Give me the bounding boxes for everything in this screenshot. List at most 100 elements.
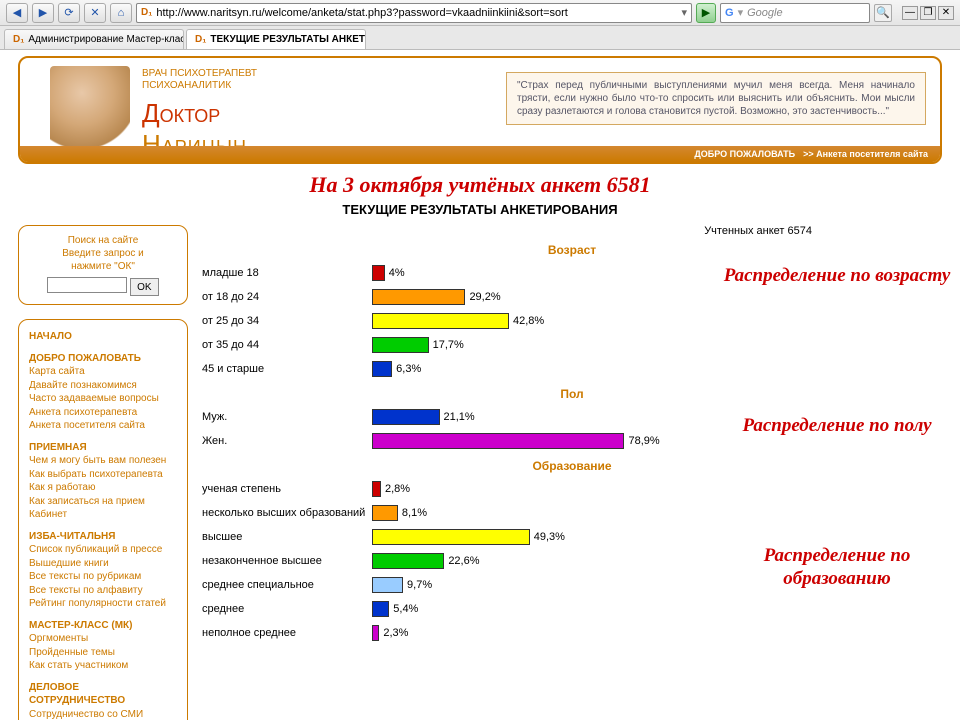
chart-bar <box>372 313 509 329</box>
nav-link[interactable]: Оргмоменты <box>29 632 177 646</box>
chart-bar <box>372 433 624 449</box>
browser-toolbar: ◀ ▶ ⟳ ✕ ⌂ D₁ http://www.naritsyn.ru/welc… <box>0 0 960 26</box>
chart-row: от 35 до 4417,7% <box>202 333 942 357</box>
back-button[interactable]: ◀ <box>6 3 28 23</box>
reload-button[interactable]: ⟳ <box>58 3 80 23</box>
chart-bar <box>372 529 530 545</box>
chart-bar <box>372 361 392 377</box>
counted-label: Учтенных анкет 6574 <box>704 225 812 237</box>
minimize-button[interactable]: — <box>902 6 918 20</box>
title-word1-rest: ОКТОР <box>160 106 221 126</box>
site-search-input[interactable] <box>47 277 127 293</box>
chart-row-label: среднее специальное <box>202 579 372 591</box>
nav-link[interactable]: Как стать участником <box>29 659 177 673</box>
nav-link[interactable]: Список публикаций в прессе <box>29 543 177 557</box>
header-subtitle1: ВРАЧ ПСИХОТЕРАПЕВТ <box>142 68 257 80</box>
nav-link[interactable]: Карта сайта <box>29 365 177 379</box>
search-go-icon[interactable]: 🔍 <box>874 4 892 22</box>
breadcrumb-2[interactable]: >> Анкета посетителя сайта <box>803 149 928 159</box>
chart-row-label: 45 и старше <box>202 363 372 375</box>
chart-row-label: от 35 до 44 <box>202 339 372 351</box>
chart-value: 42,8% <box>513 315 544 327</box>
restore-button[interactable]: ❐ <box>920 6 936 20</box>
chart-value: 22,6% <box>448 555 479 567</box>
chart-row-label: высшее <box>202 531 372 543</box>
nav-link[interactable]: Как выбрать психотерапевта <box>29 468 177 482</box>
search-box[interactable]: G ▾ Google <box>720 3 870 23</box>
search-placeholder: Google <box>747 7 782 19</box>
chart-row-label: младше 18 <box>202 267 372 279</box>
chart-row-label: среднее <box>202 603 372 615</box>
forward-button[interactable]: ▶ <box>32 3 54 23</box>
chart-bar <box>372 409 440 425</box>
tab-strip: D₁ Администрирование Мастер-класса ... D… <box>0 26 960 50</box>
chart-value: 78,9% <box>628 435 659 447</box>
home-button[interactable]: ⌂ <box>110 3 132 23</box>
search-line1: Поиск на сайте <box>27 234 179 247</box>
chart-bar <box>372 601 389 617</box>
nav-link[interactable]: Часто задаваемые вопросы <box>29 392 177 406</box>
stop-button[interactable]: ✕ <box>84 3 106 23</box>
tab-1[interactable]: D₁ Администрирование Мастер-класса ... <box>4 29 184 49</box>
chart-row-label: Муж. <box>202 411 372 423</box>
nav-link[interactable]: Как записаться на прием <box>29 495 177 509</box>
nav-section-title[interactable]: ИЗБА-ЧИТАЛЬНЯ <box>29 530 177 544</box>
chart-title: Пол <box>202 387 942 401</box>
nav-link[interactable]: Кабинет <box>29 508 177 522</box>
tab-label: Администрирование Мастер-класса ... <box>28 34 184 45</box>
nav-section-title[interactable]: МАСТЕР-КЛАСС (МК) <box>29 619 177 633</box>
nav-link[interactable]: Анкета психотерапевта <box>29 406 177 420</box>
url-bar[interactable]: D₁ http://www.naritsyn.ru/welcome/anketa… <box>136 3 692 23</box>
nav-link[interactable]: Чем я могу быть вам полезен <box>29 454 177 468</box>
nav-link[interactable]: Все тексты по алфавиту <box>29 584 177 598</box>
site-icon: D₁ <box>141 7 152 18</box>
nav-section-title[interactable]: ДОБРО ПОЖАЛОВАТЬ <box>29 352 177 366</box>
chart-row-label: незаконченное высшее <box>202 555 372 567</box>
chart-row: среднее5,4% <box>202 597 942 621</box>
nav-panel: НАЧАЛО ДОБРО ПОЖАЛОВАТЬКарта сайтаДавайте… <box>18 319 188 720</box>
breadcrumb-1[interactable]: ДОБРО ПОЖАЛОВАТЬ <box>694 149 795 159</box>
breadcrumb-bar: ДОБРО ПОЖАЛОВАТЬ >> Анкета посетителя са… <box>20 146 940 162</box>
nav-link[interactable]: Рейтинг популярности статей <box>29 597 177 611</box>
chart-row-label: ученая степень <box>202 483 372 495</box>
chart-bar <box>372 289 465 305</box>
nav-section-title[interactable]: ДЕЛОВОЕ СОТРУДНИЧЕСТВО <box>29 681 177 708</box>
nav-link[interactable]: Как я работаю <box>29 481 177 495</box>
header-subtitle2: ПСИХОАНАЛИТИК <box>142 80 257 92</box>
nav-link[interactable]: Пройденные темы <box>29 646 177 660</box>
chart-bar <box>372 553 444 569</box>
site-header: ВРАЧ ПСИХОТЕРАПЕВТ ПСИХОАНАЛИТИК ДОКТОР … <box>18 56 942 164</box>
chart-row: 45 и старше 6,3% <box>202 357 942 381</box>
site-search-button[interactable] <box>130 278 158 296</box>
chart-row: несколько высших образований8,1% <box>202 501 942 525</box>
close-button[interactable]: ✕ <box>938 6 954 20</box>
chart-annotation: Распределение по возрасту <box>722 265 952 288</box>
chart-row-label: неполное среднее <box>202 627 372 639</box>
chart-annotation: Распределение по полу <box>722 415 952 438</box>
site-search-panel: Поиск на сайте Введите запрос и нажмите … <box>18 225 188 305</box>
chart-value: 4% <box>389 267 405 279</box>
chart-row-label: от 18 до 24 <box>202 291 372 303</box>
chart-value: 6,3% <box>396 363 421 375</box>
nav-link[interactable]: Давайте познакомимся <box>29 379 177 393</box>
nav-section-title[interactable]: ПРИЕМНАЯ <box>29 441 177 455</box>
chart-bar <box>372 505 398 521</box>
chart-value: 21,1% <box>444 411 475 423</box>
nav-section-title[interactable]: НАЧАЛО <box>29 330 177 344</box>
search-line2: Введите запрос и <box>27 247 179 260</box>
sub-headline: ТЕКУЩИЕ РЕЗУЛЬТАТЫ АНКЕТИРОВАНИЯ <box>18 202 942 217</box>
tab-2[interactable]: D₁ ТЕКУЩИЕ РЕЗУЛЬТАТЫ АНКЕТИР... ✕ <box>186 29 366 49</box>
tab-label: ТЕКУЩИЕ РЕЗУЛЬТАТЫ АНКЕТИР... <box>210 34 366 45</box>
chart-row-label: Жен. <box>202 435 372 447</box>
nav-link[interactable]: Сотрудничество со СМИ <box>29 708 177 720</box>
header-quote: "Страх перед публичными выступлениями му… <box>506 72 926 125</box>
tab-icon: D₁ <box>13 34 24 45</box>
nav-link[interactable]: Анкета посетителя сайта <box>29 419 177 433</box>
chart-value: 9,7% <box>407 579 432 591</box>
dropdown-icon[interactable]: ▾ <box>681 6 687 19</box>
nav-link[interactable]: Все тексты по рубрикам <box>29 570 177 584</box>
go-button[interactable]: ▶ <box>696 3 716 23</box>
nav-link[interactable]: Вышедшие книги <box>29 557 177 571</box>
chart-annotation: Распределение по образованию <box>722 545 952 591</box>
chart-bar <box>372 577 403 593</box>
